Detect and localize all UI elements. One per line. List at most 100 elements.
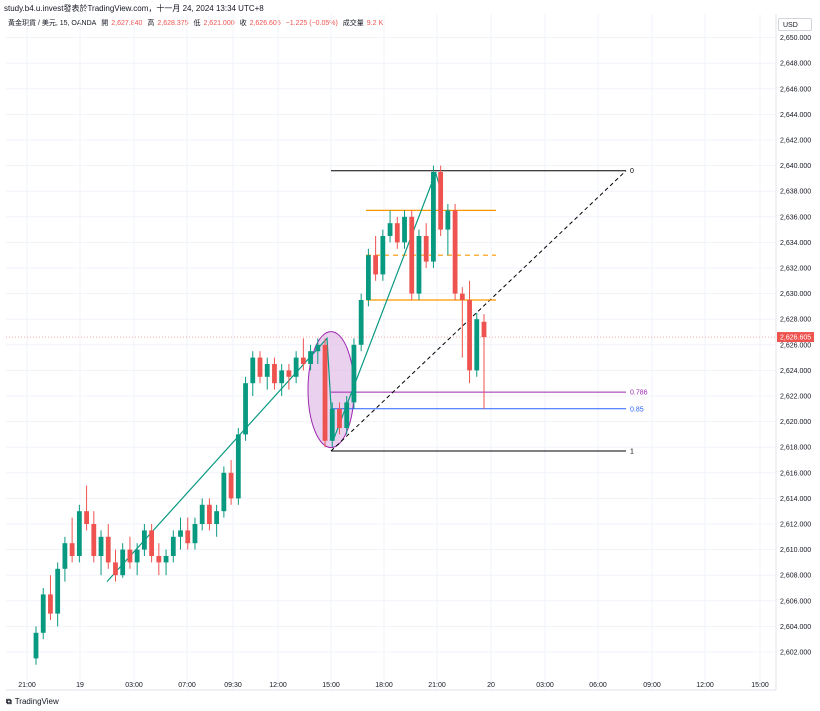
candle-body [264, 364, 270, 377]
fib-level-label: 0 [630, 168, 634, 175]
price-tick-label: 2,616.000 [780, 470, 811, 477]
candle-body [235, 434, 241, 499]
price-tick-label: 2,646.000 [780, 86, 811, 93]
price-tick-label: 2,642.000 [780, 138, 811, 145]
candle-body [394, 223, 400, 243]
price-tick-label: 2,630.000 [780, 291, 811, 298]
candle-body [98, 536, 104, 556]
price-tick-label: 2,610.000 [780, 547, 811, 554]
candle-body [351, 344, 357, 403]
candle-body [62, 543, 68, 569]
fib-level-label: 0.786 [630, 390, 648, 397]
candle-body [300, 357, 306, 364]
candle-body [48, 594, 53, 614]
candle-body [141, 530, 147, 550]
symbol-name[interactable]: 黃金現貨 / 美元, 15, OANDA [8, 20, 97, 27]
candle-body [387, 223, 393, 236]
candle-body [416, 236, 422, 294]
candles [33, 165, 487, 665]
candle-body [185, 530, 191, 544]
candle-body [55, 568, 61, 614]
footer-brand: TradingView [14, 697, 59, 706]
low-value: 2,621.000 [203, 20, 235, 27]
current-price-label: 2,626.605 [780, 335, 811, 342]
candle-body [228, 472, 234, 499]
current-price-tag [777, 332, 814, 343]
candle-body [365, 255, 371, 300]
candle-body [113, 562, 118, 576]
time-axis[interactable]: 21:00 19 03:00 07:00 09:30 12:00 15:00 18:00 21:… [6, 682, 776, 691]
price-tick-label: 2,604.000 [780, 624, 811, 631]
candle-body [452, 210, 458, 294]
price-tick-label: 2,612.000 [780, 522, 811, 529]
footer: ⧉ TradingView [6, 697, 59, 707]
candle-body [409, 216, 415, 294]
candle-body [481, 321, 487, 338]
grid [6, 14, 775, 690]
price-tick-label: 2,602.000 [780, 650, 811, 657]
time-tick-label: 21:00 [18, 682, 36, 689]
change-value: −1.225 (−0.05%) [285, 20, 338, 27]
candle-body [308, 351, 313, 364]
currency-button[interactable]: USD [778, 18, 812, 31]
candle-body [192, 524, 198, 544]
price-axis[interactable]: 2,602.000 2,604.000 2,606.000 2,608.000 2,61… [775, 14, 814, 690]
candle-body [257, 357, 263, 377]
price-tick-label: 2,618.000 [780, 445, 811, 452]
candle-body [380, 236, 386, 275]
time-tick-label: 15:00 [322, 682, 340, 689]
time-tick-label: 07:00 [178, 682, 196, 689]
close-label: 收 [239, 20, 247, 27]
candle-body [170, 536, 176, 556]
candle-body [91, 524, 97, 556]
candle-body [149, 530, 155, 556]
source-header: study.b4.u.invest發表於TradingView.com，十一月 … [4, 4, 264, 13]
candle-body [134, 549, 140, 563]
candle-body [358, 300, 364, 345]
price-tick-label: 2,606.000 [780, 598, 811, 605]
candle-body [431, 172, 436, 262]
price-tick-label: 2,626.000 [780, 342, 811, 349]
time-tick-label: 03:00 [125, 682, 143, 689]
time-tick-label: 12:00 [696, 682, 714, 689]
candle-body [250, 357, 256, 384]
price-tick-label: 2,636.000 [780, 214, 811, 221]
candle-body [156, 556, 162, 563]
candle-body [76, 511, 82, 556]
candle-body [344, 402, 350, 428]
high-value: 2,628.375 [157, 20, 189, 27]
candle-body [84, 511, 89, 524]
candle-body [315, 344, 321, 352]
candle-body [120, 549, 126, 576]
candle-body [337, 408, 342, 428]
time-tick-label: 20 [487, 682, 495, 689]
price-tick-label: 2,634.000 [780, 240, 811, 247]
price-tick-label: 2,614.000 [780, 496, 811, 503]
candle-body [40, 594, 46, 633]
time-tick-label: 09:30 [224, 682, 242, 689]
volume-value: 9.2 K [366, 20, 384, 27]
fib-level-label: 0.85 [630, 406, 644, 413]
open-value: 2,627.840 [111, 20, 143, 27]
candle-body [445, 210, 451, 230]
close-value: 2,626.605 [249, 20, 281, 27]
candle-body [214, 511, 220, 524]
price-tick-label: 2,608.000 [780, 573, 811, 580]
candle-body [459, 293, 465, 300]
tradingview-logo-icon: ⧉ [6, 697, 12, 706]
candle-body [69, 543, 75, 556]
candle-body [243, 383, 248, 435]
time-tick-label: 03:00 [536, 682, 554, 689]
price-tick-label: 2,640.000 [780, 163, 811, 170]
candle-body [329, 408, 335, 441]
price-tick-label: 2,648.000 [780, 61, 811, 68]
candle-body [33, 632, 39, 659]
candle-body [221, 472, 227, 512]
candle-body [474, 319, 480, 371]
time-tick-label: 06:00 [589, 682, 607, 689]
candle-body [293, 357, 299, 377]
open-label: 開 [101, 20, 109, 27]
candle-body [163, 556, 169, 563]
candle-body [402, 216, 407, 243]
